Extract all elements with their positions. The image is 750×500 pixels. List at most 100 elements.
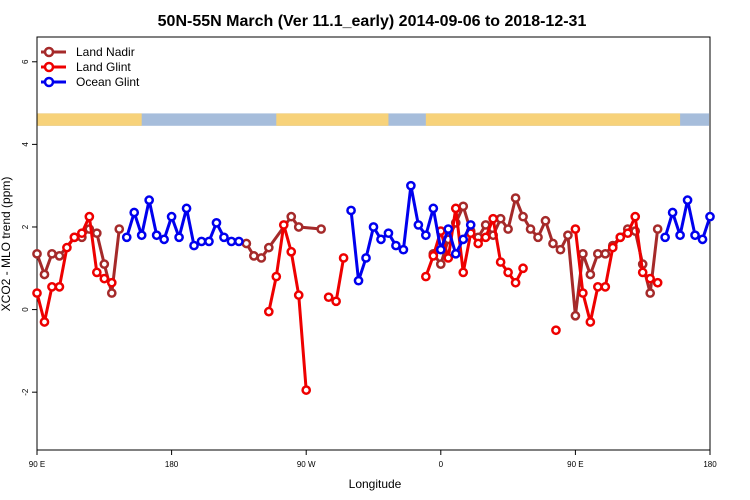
data-point — [578, 288, 588, 298]
data-point — [383, 228, 394, 239]
data-point — [525, 224, 536, 234]
data-point — [278, 220, 289, 230]
data-point — [682, 195, 693, 205]
data-point — [585, 269, 596, 280]
series-layer — [32, 180, 715, 395]
data-point — [144, 195, 155, 205]
land-band-segment — [276, 113, 389, 126]
data-point — [570, 224, 581, 234]
data-point — [563, 230, 573, 241]
data-point — [368, 222, 379, 232]
x-tick-label: 90 W — [297, 460, 316, 469]
legend-marker — [43, 46, 55, 58]
data-point — [630, 211, 641, 222]
data-point — [450, 248, 461, 259]
data-point — [181, 203, 192, 214]
y-tick-label: 6 — [21, 59, 30, 64]
land-band-segment — [37, 113, 142, 126]
data-point — [69, 232, 80, 243]
data-point — [495, 257, 506, 267]
data-point — [420, 230, 431, 241]
land-sea-band — [37, 113, 709, 126]
data-point — [652, 277, 663, 288]
data-point — [316, 224, 327, 234]
data-point — [32, 288, 42, 298]
data-point — [84, 211, 95, 222]
x-axis-label: Longitude — [349, 477, 402, 491]
data-point — [196, 236, 207, 247]
legend-label: Land Nadir — [76, 45, 135, 59]
data-point — [592, 248, 603, 259]
data-point — [256, 253, 267, 263]
data-point — [54, 282, 65, 292]
data-point — [398, 244, 409, 255]
data-point — [443, 224, 454, 234]
data-point — [510, 193, 521, 203]
data-point — [323, 292, 334, 303]
data-point — [652, 224, 663, 234]
data-point — [54, 251, 65, 261]
data-point — [219, 232, 229, 243]
series-line — [125, 198, 239, 248]
data-point — [91, 267, 102, 278]
data-point — [99, 259, 110, 269]
data-point — [458, 267, 469, 278]
data-point — [548, 238, 558, 249]
data-point — [39, 269, 50, 280]
land-band-segment — [425, 113, 681, 126]
data-point — [570, 310, 581, 321]
data-point — [293, 222, 304, 232]
data-point — [121, 232, 132, 243]
x-tick-label: 90 E — [29, 460, 45, 469]
data-point — [645, 273, 656, 284]
series-line — [267, 223, 308, 391]
data-point — [458, 201, 469, 212]
data-point — [435, 244, 446, 255]
data-point — [263, 306, 274, 317]
data-point — [540, 215, 551, 226]
data-point — [361, 253, 371, 263]
data-point — [106, 288, 117, 298]
data-point — [136, 230, 147, 241]
data-point — [129, 207, 140, 218]
x-tick-label: 90 E — [567, 460, 583, 469]
data-point — [473, 238, 484, 249]
data-point — [204, 236, 214, 247]
data-point — [234, 236, 244, 247]
data-point — [450, 203, 461, 214]
legend-label: Land Glint — [76, 60, 131, 74]
data-point — [174, 232, 184, 243]
data-point — [263, 242, 274, 253]
data-point — [518, 263, 528, 274]
data-point — [99, 273, 110, 284]
data-point — [533, 232, 543, 243]
series-line — [663, 198, 712, 241]
data-point — [353, 275, 364, 286]
data-point — [241, 238, 252, 249]
x-tick-label: 180 — [165, 460, 179, 469]
data-point — [39, 317, 50, 327]
data-point — [420, 271, 431, 282]
data-point — [151, 230, 162, 241]
data-point — [645, 288, 656, 298]
data-point — [592, 282, 603, 292]
data-point — [480, 232, 491, 243]
legend-marker — [43, 61, 55, 73]
data-point — [226, 236, 237, 247]
data-point — [443, 253, 454, 263]
plot-frame — [36, 36, 711, 451]
data-point — [435, 259, 446, 269]
y-tick-label: 4 — [21, 142, 30, 147]
data-point — [458, 234, 469, 245]
data-point — [286, 246, 297, 257]
data-point — [338, 253, 349, 263]
y-tick-label: 0 — [21, 307, 30, 312]
data-point — [615, 232, 626, 243]
data-point — [47, 282, 57, 292]
data-point — [503, 224, 513, 234]
data-point — [77, 228, 87, 239]
data-point — [510, 277, 521, 288]
data-point — [518, 211, 528, 222]
